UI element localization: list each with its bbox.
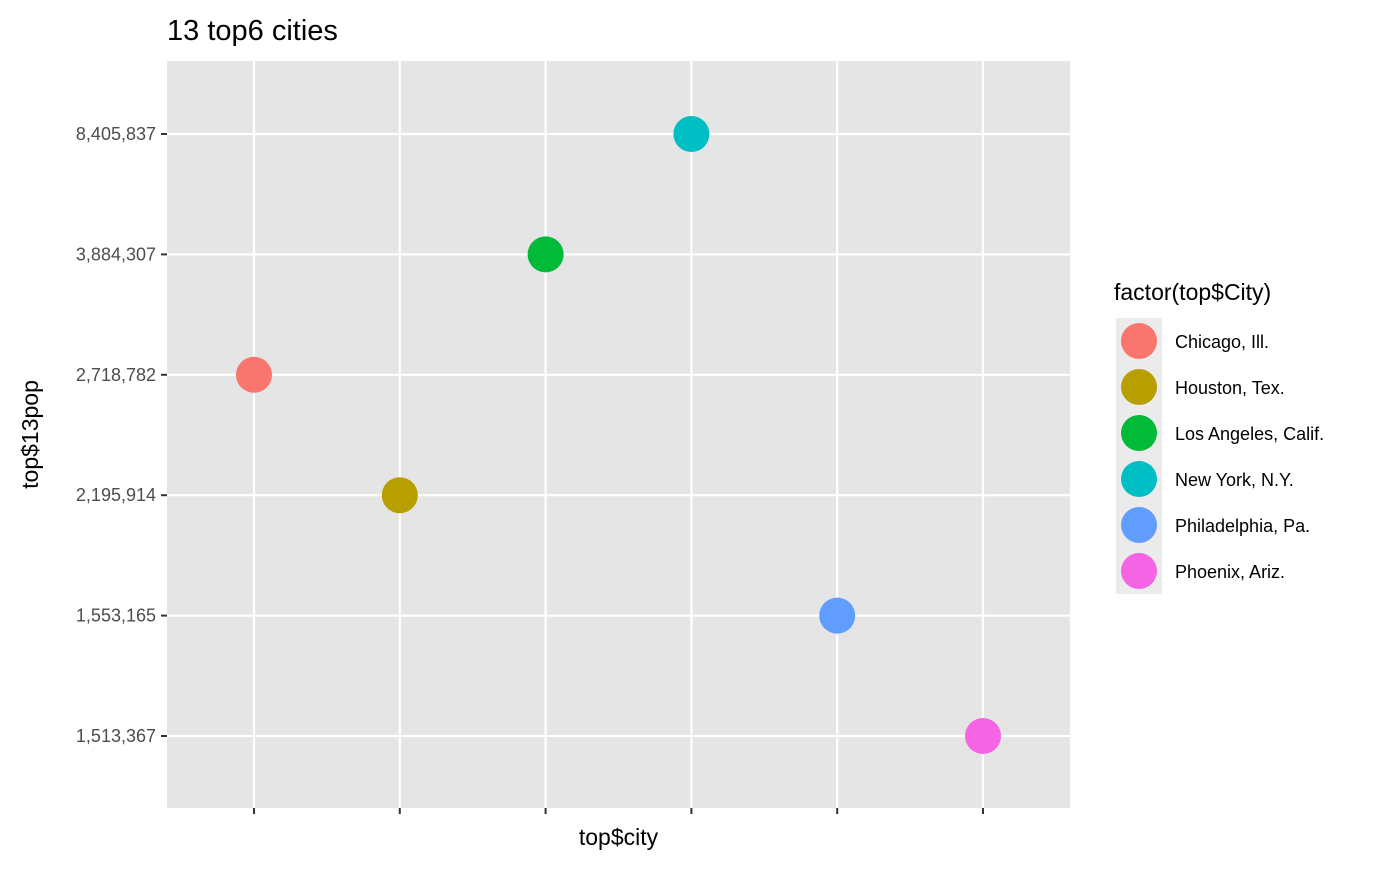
legend-swatch [1121, 323, 1157, 359]
data-point [965, 718, 1001, 754]
chart-title: 13 top6 cities [167, 15, 338, 47]
legend: factor(top$City) Chicago, Ill. Houston, T… [1114, 279, 1324, 594]
y-tick-label: 2,195,914 [76, 485, 156, 505]
data-point [819, 597, 856, 634]
y-tick-label: 1,513,367 [76, 726, 156, 746]
y-axis-ticks: 1,513,367 1,553,165 2,195,914 2,718,782 3,88… [76, 124, 167, 746]
legend-label: Houston, Tex. [1175, 378, 1285, 398]
y-tick-label: 2,718,782 [76, 365, 156, 385]
grid-lines [167, 61, 1070, 808]
plot-panel [167, 61, 1070, 808]
legend-swatch [1121, 553, 1157, 589]
y-axis-label: top$13pop [17, 380, 43, 489]
y-tick-label: 8,405,837 [76, 124, 156, 144]
data-point [527, 236, 564, 273]
legend-item: Chicago, Ill. [1116, 318, 1269, 364]
x-axis-ticks [253, 808, 984, 814]
legend-item: New York, N.Y. [1116, 456, 1294, 502]
legend-swatch [1121, 369, 1157, 405]
data-point [381, 477, 418, 514]
data-points [236, 116, 1001, 754]
legend-items: Chicago, Ill. Houston, Tex. Los Angeles, C… [1116, 318, 1324, 594]
x-axis-label: top$city [579, 824, 659, 850]
y-tick-label: 1,553,165 [76, 606, 156, 626]
legend-item: Philadelphia, Pa. [1116, 502, 1310, 548]
legend-label: Chicago, Ill. [1175, 332, 1269, 352]
legend-swatch [1121, 461, 1157, 497]
legend-swatch [1121, 415, 1157, 451]
legend-label: New York, N.Y. [1175, 470, 1294, 490]
data-point [673, 116, 710, 152]
y-tick-label: 3,884,307 [76, 244, 156, 264]
legend-label: Los Angeles, Calif. [1175, 424, 1324, 444]
legend-title: factor(top$City) [1114, 279, 1271, 305]
legend-item: Houston, Tex. [1116, 364, 1285, 410]
legend-swatch [1121, 507, 1157, 543]
legend-label: Philadelphia, Pa. [1175, 516, 1310, 536]
legend-item: Phoenix, Ariz. [1116, 548, 1285, 594]
legend-label: Phoenix, Ariz. [1175, 562, 1285, 582]
data-point [236, 356, 272, 393]
legend-item: Los Angeles, Calif. [1116, 410, 1324, 456]
